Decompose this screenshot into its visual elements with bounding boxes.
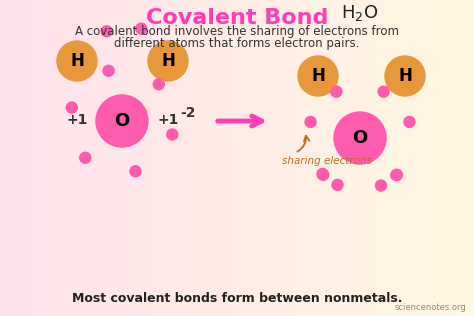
Circle shape — [404, 116, 415, 127]
Text: different atoms that forms electron pairs.: different atoms that forms electron pair… — [114, 37, 360, 50]
Circle shape — [153, 79, 164, 90]
Circle shape — [391, 170, 402, 181]
Circle shape — [101, 26, 112, 37]
Circle shape — [66, 102, 77, 113]
Circle shape — [167, 129, 178, 140]
Circle shape — [331, 86, 342, 97]
Text: H: H — [311, 67, 325, 85]
Circle shape — [305, 116, 316, 127]
Text: sharing electrons: sharing electrons — [282, 156, 372, 166]
Circle shape — [57, 41, 97, 81]
Circle shape — [378, 86, 389, 97]
Circle shape — [96, 95, 148, 147]
Text: +1: +1 — [157, 113, 179, 127]
Circle shape — [385, 56, 425, 96]
Circle shape — [332, 179, 343, 190]
Text: O: O — [352, 129, 368, 147]
Text: H: H — [70, 52, 84, 70]
Text: Most covalent bonds form between nonmetals.: Most covalent bonds form between nonmeta… — [72, 291, 402, 305]
Text: O: O — [114, 112, 129, 130]
Circle shape — [130, 166, 141, 177]
Circle shape — [391, 169, 402, 180]
Circle shape — [334, 112, 386, 164]
Circle shape — [318, 169, 329, 180]
Text: H$_2$O: H$_2$O — [341, 3, 379, 23]
Text: +1: +1 — [66, 113, 88, 127]
Circle shape — [375, 180, 386, 191]
Text: H: H — [161, 52, 175, 70]
Circle shape — [298, 56, 338, 96]
Text: A covalent bond involves the sharing of electrons from: A covalent bond involves the sharing of … — [75, 25, 399, 38]
Text: sciencenotes.org: sciencenotes.org — [394, 303, 466, 312]
Text: -2: -2 — [180, 106, 195, 120]
Text: H: H — [398, 67, 412, 85]
Circle shape — [148, 41, 188, 81]
Circle shape — [136, 23, 147, 34]
Circle shape — [103, 65, 114, 76]
Circle shape — [80, 152, 91, 163]
Text: Covalent Bond: Covalent Bond — [146, 8, 328, 28]
Circle shape — [317, 168, 328, 179]
